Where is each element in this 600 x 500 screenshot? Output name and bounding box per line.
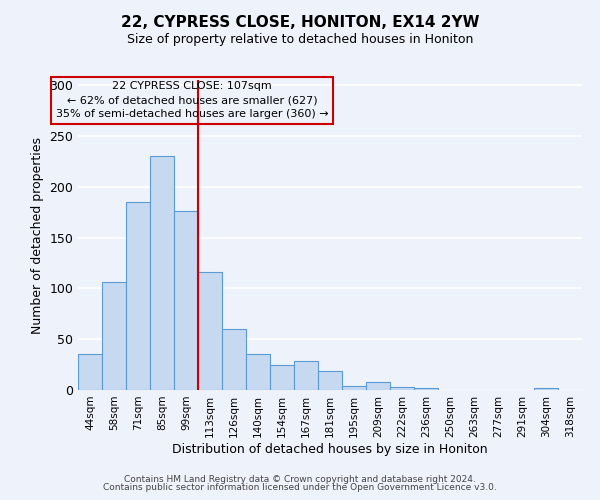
Bar [174,211,198,390]
Text: 22, CYPRESS CLOSE, HONITON, EX14 2YW: 22, CYPRESS CLOSE, HONITON, EX14 2YW [121,15,479,30]
Bar [534,388,558,390]
X-axis label: Distribution of detached houses by size in Honiton: Distribution of detached houses by size … [172,442,488,456]
Bar [246,354,270,390]
Text: Contains HM Land Registry data © Crown copyright and database right 2024.: Contains HM Land Registry data © Crown c… [124,474,476,484]
Bar [78,354,102,390]
Bar [102,282,126,390]
Bar [366,382,390,390]
Bar [222,329,246,390]
Bar [390,387,414,390]
Bar [342,386,366,390]
Y-axis label: Number of detached properties: Number of detached properties [31,136,44,334]
Text: Size of property relative to detached houses in Honiton: Size of property relative to detached ho… [127,32,473,46]
Bar [294,360,318,390]
Bar [270,364,294,390]
Bar [318,370,342,390]
Bar [126,202,150,390]
Bar [198,272,222,390]
Text: Contains public sector information licensed under the Open Government Licence v3: Contains public sector information licen… [103,484,497,492]
Bar [414,388,438,390]
Bar [150,156,174,390]
Text: 22 CYPRESS CLOSE: 107sqm
← 62% of detached houses are smaller (627)
35% of semi-: 22 CYPRESS CLOSE: 107sqm ← 62% of detach… [56,82,328,120]
